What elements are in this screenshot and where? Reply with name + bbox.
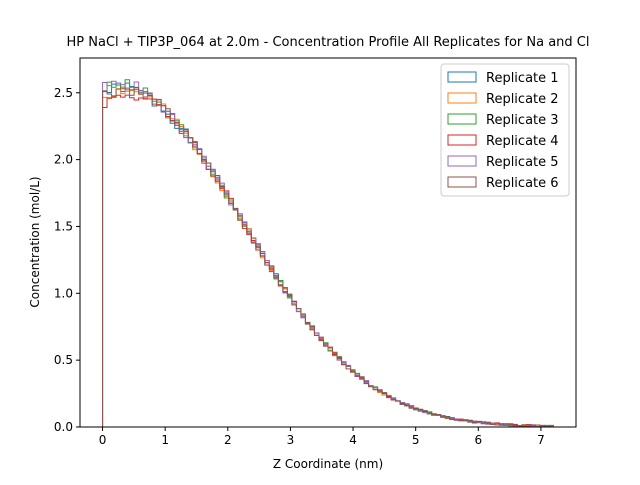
y-tick-label: 2.0	[54, 153, 73, 167]
legend-entry: Replicate 3	[486, 113, 559, 128]
x-axis: 0 1 2 3 4 5 6 7	[99, 427, 545, 447]
x-tick-label: 1	[161, 433, 169, 447]
plot-area	[102, 79, 554, 428]
legend-entry: Replicate 1	[486, 71, 559, 86]
chart-title: HP NaCl + TIP3P_064 at 2.0m - Concentrat…	[67, 35, 590, 50]
legend-swatch	[447, 113, 477, 125]
x-tick-label: 5	[412, 433, 420, 447]
series-line	[102, 87, 554, 428]
legend-entry: Replicate 2	[486, 92, 559, 107]
x-tick-label: 7	[537, 433, 545, 447]
legend-entry: Replicate 6	[486, 176, 559, 191]
x-tick-label: 2	[224, 433, 232, 447]
y-tick-label: 1.5	[54, 219, 73, 233]
legend-swatch	[447, 134, 477, 146]
legend-entry: Replicate 5	[486, 155, 559, 170]
x-tick-label: 6	[474, 433, 482, 447]
y-tick-label: 0.5	[54, 353, 73, 367]
y-tick-label: 2.5	[54, 86, 73, 100]
legend-swatch	[447, 71, 477, 83]
y-axis-label: Concentration (mol/L)	[28, 176, 42, 307]
legend-entry: Replicate 4	[486, 134, 559, 149]
y-tick-label: 0.0	[54, 420, 73, 434]
legend: Replicate 1 Replicate 2 Replicate 3 Replica…	[440, 63, 570, 197]
x-tick-label: 0	[99, 433, 107, 447]
plot-frame	[79, 57, 577, 428]
y-axis: 0.0 0.5 1.0 1.5 2.0 2.5	[54, 86, 80, 434]
y-tick-label: 1.0	[54, 286, 73, 300]
legend-swatch	[447, 92, 477, 104]
x-tick-label: 3	[287, 433, 295, 447]
legend-frame	[440, 63, 570, 197]
legend-swatch	[447, 155, 477, 167]
legend-swatch	[447, 176, 477, 188]
x-axis-label: Z Coordinate (nm)	[273, 457, 383, 471]
x-tick-label: 4	[349, 433, 357, 447]
